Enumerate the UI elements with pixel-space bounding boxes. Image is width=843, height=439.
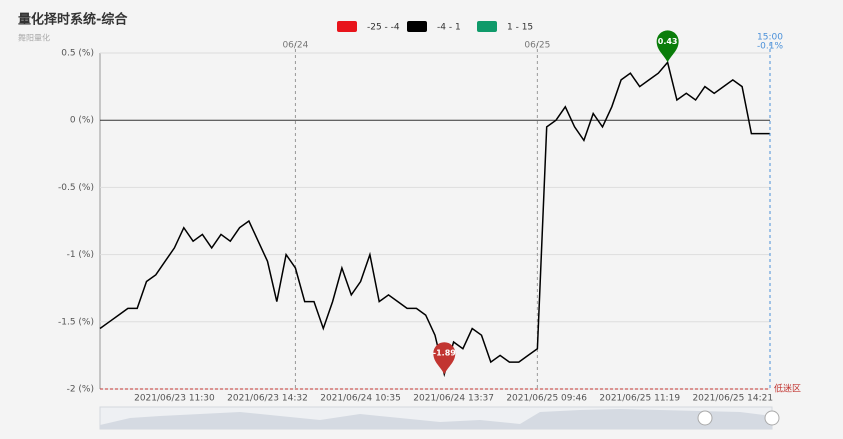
y-tick-label: -1.5 (%)	[58, 317, 94, 327]
zoom-handle[interactable]	[697, 410, 713, 426]
y-tick-label: -0.5 (%)	[58, 183, 94, 193]
zoom-handle[interactable]	[764, 410, 780, 426]
legend-swatch	[477, 21, 497, 32]
end-label: 15:00	[757, 33, 783, 43]
legend-swatch	[337, 21, 357, 32]
series-line	[99, 60, 770, 378]
y-tick-label: -1 (%)	[67, 250, 94, 260]
day-label: 06/25	[524, 41, 550, 51]
legend-label: 1 - 15	[507, 23, 533, 33]
legend-swatch	[407, 21, 427, 32]
threshold-label: 低迷区	[774, 383, 801, 395]
pin-label: 0.43	[658, 37, 678, 46]
x-tick-label: 2021/06/23 11:30	[134, 394, 215, 404]
chart-title: 量化择时系统-综合	[18, 12, 128, 28]
x-tick-label: 2021/06/23 14:32	[227, 394, 308, 404]
legend-label: -25 - -4	[367, 23, 400, 33]
x-tick-label: 2021/06/25 11:19	[599, 394, 680, 404]
x-tick-label: 2021/06/24 10:35	[320, 394, 401, 404]
x-tick-label: 2021/06/24 13:37	[413, 394, 494, 404]
pin	[656, 30, 679, 63]
legend-label: -4 - 1	[437, 23, 461, 33]
zoom-preview	[100, 409, 772, 429]
pin-label: -1.89	[433, 349, 456, 358]
pin	[433, 342, 456, 375]
y-tick-label: -2 (%)	[67, 385, 94, 395]
x-tick-label: 2021/06/25 09:46	[506, 394, 587, 404]
y-tick-label: 0 (%)	[70, 116, 94, 126]
data-zoom[interactable]	[99, 406, 780, 430]
day-label: 06/24	[282, 41, 308, 51]
end-value-label: -0.1%	[757, 42, 784, 52]
chart-subtitle: 舞阳量化	[18, 33, 50, 43]
x-tick-label: 2021/06/25 14:21	[692, 394, 773, 404]
y-tick-label: 0.5 (%)	[61, 49, 94, 59]
